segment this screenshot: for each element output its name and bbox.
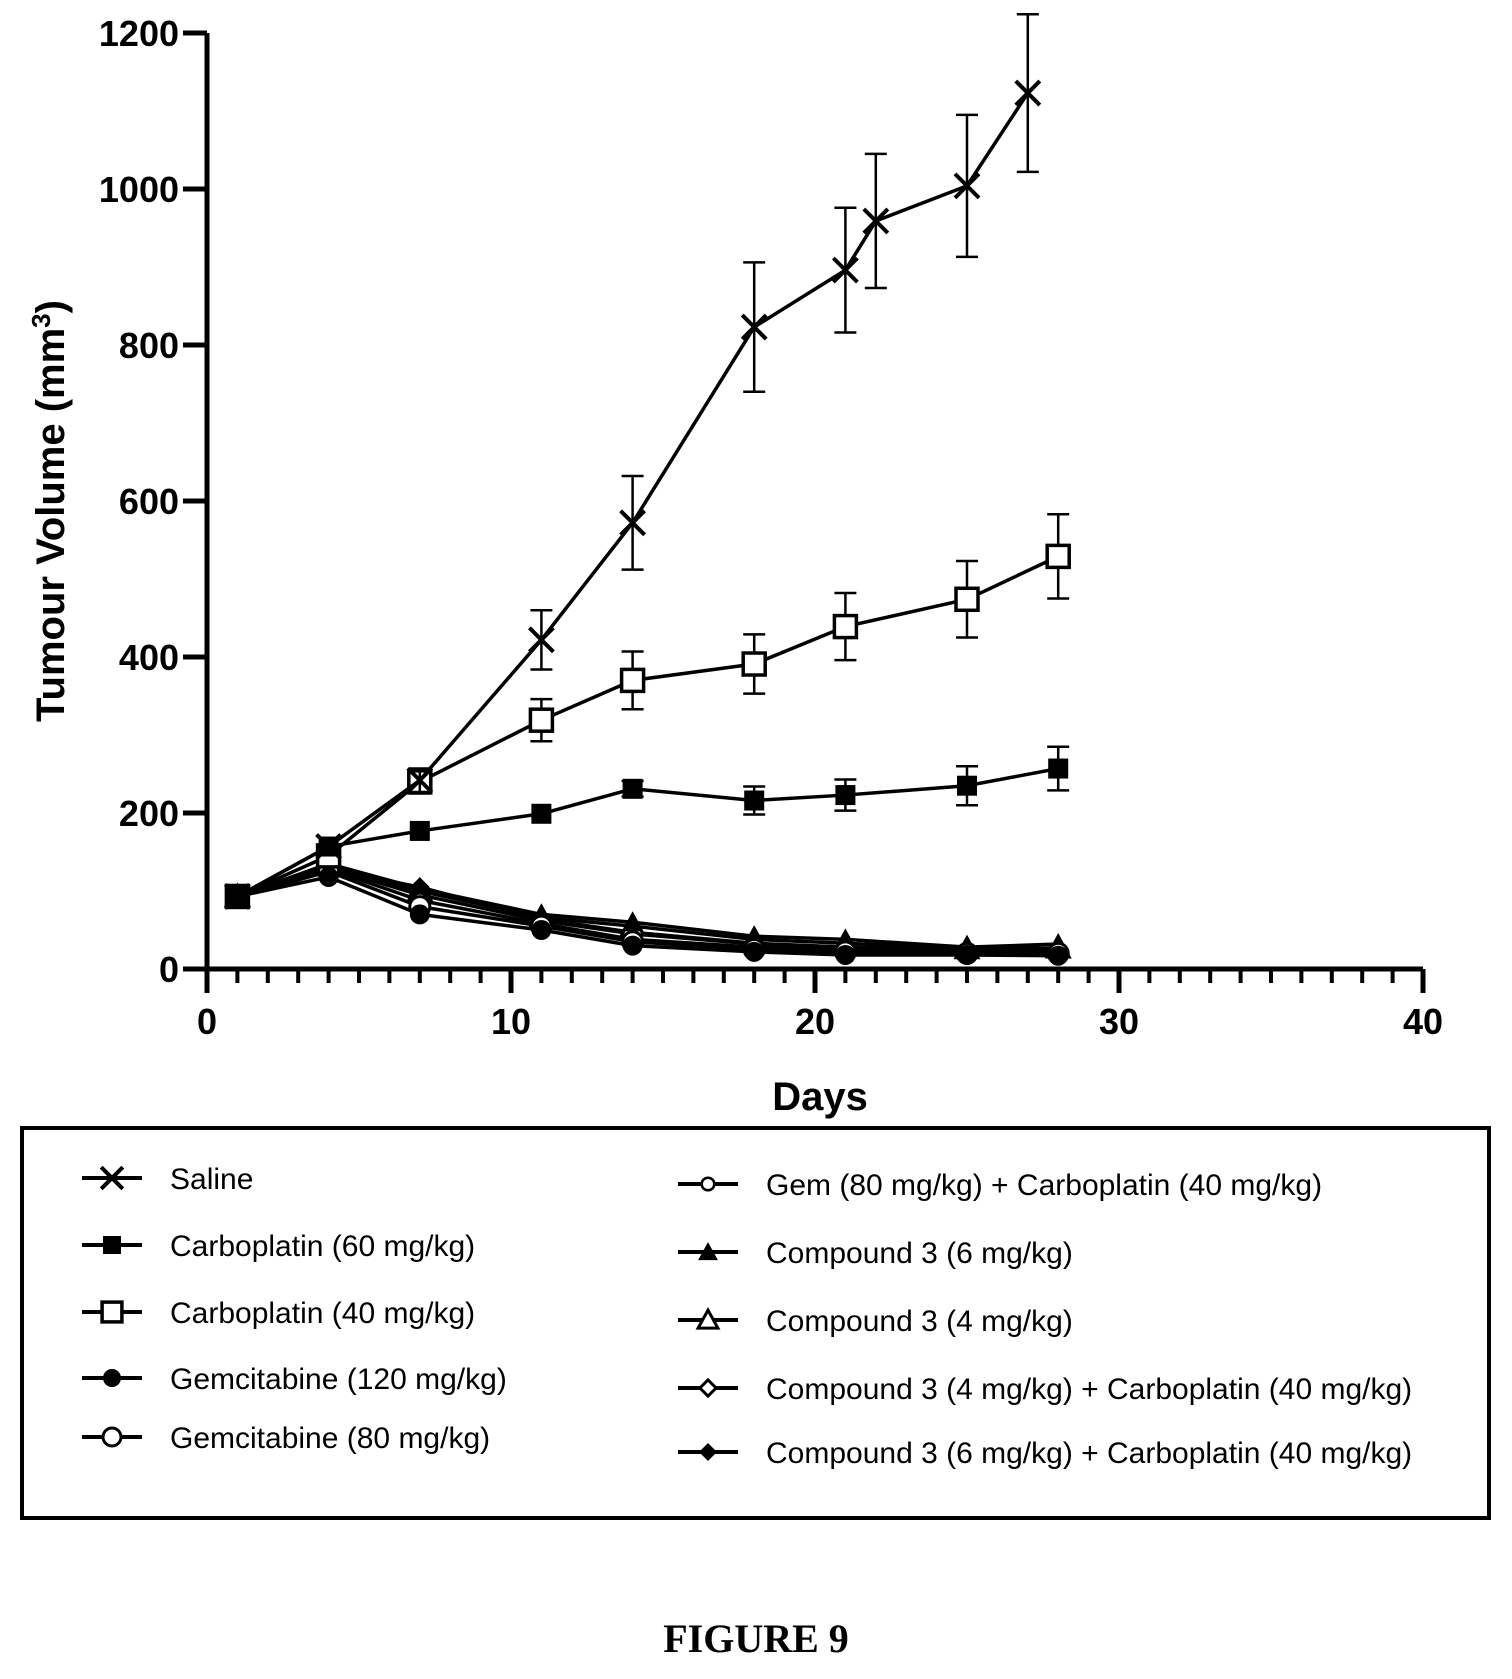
series-0-point	[315, 833, 343, 860]
series-0-point	[831, 256, 859, 284]
x-tick-label: 20	[795, 1001, 835, 1042]
y-axis-title: Tumour Volume (mm3)	[26, 300, 73, 722]
series-1-point	[531, 803, 552, 824]
series-0-point	[953, 172, 981, 200]
legend-entry: Compound 3 (6 mg/kg) + Carboplatin (40 m…	[678, 1437, 1412, 1470]
series-1-point	[957, 775, 977, 796]
legend-swatch-marker	[697, 1377, 719, 1399]
series-3-point	[835, 944, 856, 965]
y-tick-label: 600	[119, 481, 179, 522]
series-1-point	[409, 820, 430, 841]
legend-entry: Gemcitabine (120 mg/kg)	[82, 1363, 507, 1396]
legend-label: Compound 3 (4 mg/kg)	[766, 1305, 1073, 1338]
series-0-point	[527, 626, 555, 654]
series-0-point	[406, 766, 434, 794]
series-3-point	[1048, 945, 1069, 966]
series-4-line	[236, 869, 1059, 956]
y-tick-label: 1000	[99, 169, 179, 210]
series-2-line	[236, 554, 1059, 899]
legend-entry: Saline	[82, 1163, 253, 1196]
series-3-point	[957, 944, 977, 965]
series-1-point	[744, 790, 765, 811]
series-6-point	[621, 911, 644, 932]
series-0-line	[236, 92, 1030, 898]
legend-label: Gemcitabine (80 mg/kg)	[170, 1422, 490, 1455]
y-tick-label: 1200	[99, 13, 179, 54]
series-1-point	[622, 778, 643, 799]
series-2-point	[1045, 543, 1071, 570]
legend-label: Carboplatin (60 mg/kg)	[170, 1230, 475, 1263]
y-axis-title-close: )	[29, 300, 73, 313]
series-3-point	[622, 935, 643, 956]
legend-label: Gemcitabine (120 mg/kg)	[170, 1363, 507, 1396]
legend-swatch-marker	[698, 1242, 718, 1261]
x-tick-label: 40	[1403, 1001, 1443, 1042]
series-2-point	[528, 707, 555, 733]
legend-label: Compound 3 (6 mg/kg)	[766, 1237, 1073, 1270]
series-2-point	[741, 651, 767, 677]
series-2-point	[832, 613, 859, 640]
x-tick-label: 30	[1099, 1001, 1139, 1042]
series-5-line	[236, 867, 1059, 954]
series-1-point	[1048, 758, 1069, 779]
series-0-point	[619, 509, 647, 537]
legend-swatch-marker	[101, 1426, 123, 1448]
legend-entry: Carboplatin (40 mg/kg)	[82, 1297, 475, 1330]
y-tick-label: 800	[119, 325, 179, 366]
y-tick-label: 0	[159, 949, 179, 990]
series-2-point	[619, 667, 646, 694]
y-tick-label: 400	[119, 637, 179, 678]
legend: Saline Carboplatin (60 mg/kg) Carboplatin …	[82, 1163, 1412, 1470]
legend-label: Saline	[170, 1163, 253, 1196]
series-0-point	[740, 313, 768, 341]
series-0-point	[223, 883, 251, 910]
axes: 0 10 20 30 40020040060080010001200DaysTumour…	[26, 13, 1443, 1119]
y-axis-title-superscript: 3	[26, 313, 56, 327]
series-0-point	[862, 207, 890, 235]
legend-box	[20, 1126, 1491, 1520]
legend-swatch-marker	[695, 1306, 721, 1330]
legend-label: Compound 3 (6 mg/kg) + Carboplatin (40 m…	[766, 1437, 1412, 1470]
series-layer	[223, 13, 1072, 966]
legend-entry: Compound 3 (6 mg/kg)	[678, 1237, 1073, 1270]
y-tick-label: 200	[119, 793, 179, 834]
legend-entry: Carboplatin (60 mg/kg)	[82, 1230, 475, 1263]
legend-label: Carboplatin (40 mg/kg)	[170, 1297, 475, 1330]
series-3-point	[409, 904, 430, 925]
legend-swatch-marker	[103, 1236, 121, 1254]
series-0-point	[1014, 79, 1042, 107]
series-2-point	[954, 586, 980, 613]
legend-swatch-marker	[700, 1176, 716, 1192]
x-axis-title: Days	[772, 1075, 868, 1119]
legend-swatch-marker	[99, 1165, 125, 1191]
series-3-point	[744, 941, 765, 962]
legend-swatch-marker	[699, 1443, 717, 1461]
legend-swatch-marker	[100, 1300, 124, 1324]
series-1-point	[835, 785, 856, 806]
figure-caption: FIGURE 9	[663, 1616, 849, 1661]
legend-entry: Gem (80 mg/kg) + Carboplatin (40 mg/kg)	[678, 1169, 1322, 1202]
legend-label: Compound 3 (4 mg/kg) + Carboplatin (40 m…	[766, 1373, 1412, 1406]
series-3-point	[318, 866, 339, 887]
x-tick-label: 10	[491, 1001, 531, 1042]
series-3-point	[531, 920, 552, 940]
y-axis-title-main: Tumour Volume (mm	[29, 328, 73, 722]
legend-swatch-marker	[103, 1369, 121, 1387]
legend-entry: Compound 3 (4 mg/kg) + Carboplatin (40 m…	[678, 1373, 1412, 1406]
legend-entry: Compound 3 (4 mg/kg)	[678, 1305, 1073, 1338]
x-tick-label: 0	[197, 1001, 217, 1042]
legend-entry: Gemcitabine (80 mg/kg)	[82, 1422, 490, 1455]
legend-label: Gem (80 mg/kg) + Carboplatin (40 mg/kg)	[766, 1169, 1322, 1202]
series-6-point	[408, 877, 431, 898]
